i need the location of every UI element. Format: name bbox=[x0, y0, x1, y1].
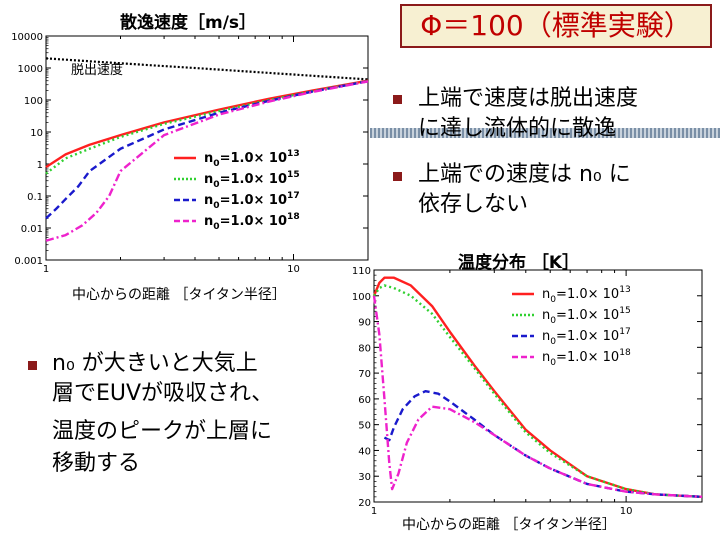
legend-label: n0=1.0× 1017 bbox=[204, 191, 300, 211]
y-tick-label: 40 bbox=[358, 446, 371, 457]
legend-label: n0=1.0× 1017 bbox=[542, 327, 631, 347]
plot-frame bbox=[373, 269, 703, 503]
y-tick-label: 100 bbox=[24, 96, 43, 107]
chart-1-title: 散逸速度［m/s］ bbox=[120, 13, 257, 33]
y-tick-label: 110 bbox=[352, 266, 371, 277]
series-line bbox=[372, 276, 703, 499]
bullet-marker bbox=[393, 172, 402, 181]
series-line bbox=[45, 80, 369, 242]
y-tick-label: 10 bbox=[30, 128, 43, 139]
series-line bbox=[45, 80, 369, 220]
series-line bbox=[383, 389, 703, 499]
series-line bbox=[372, 295, 703, 499]
escape-velocity-chart: 1 100.0010.010.1110100100010000脱出速度n0=1.0… bbox=[11, 32, 369, 275]
y-tick-label: 1000 bbox=[18, 64, 43, 75]
legend-label: n0=1.0× 1015 bbox=[542, 306, 631, 326]
bullet-2-line-1: 上端での速度は n₀ に bbox=[418, 162, 631, 187]
y-tick-label: 70 bbox=[358, 369, 371, 380]
divider-bar bbox=[370, 128, 720, 138]
x-tick-label: 1 bbox=[43, 264, 49, 275]
chart-2-title: 温度分布 ［K］ bbox=[458, 253, 580, 273]
y-tick-label: 90 bbox=[358, 318, 371, 329]
bullet-2-line-2: 依存しない bbox=[418, 192, 529, 217]
legend-label: n0=1.0× 1013 bbox=[204, 149, 300, 169]
y-tick-label: 20 bbox=[358, 498, 371, 509]
series-line bbox=[45, 79, 369, 169]
legend-label: n0=1.0× 1013 bbox=[542, 285, 631, 305]
bullet-3-line-4: 移動する bbox=[52, 451, 141, 476]
legend-label: n0=1.0× 1018 bbox=[542, 348, 631, 368]
y-tick-label: 80 bbox=[358, 343, 371, 354]
escape-velocity-annotation: 脱出速度 bbox=[71, 62, 123, 78]
y-tick-label: 1 bbox=[37, 160, 43, 171]
legend-label: n0=1.0× 1015 bbox=[204, 170, 300, 190]
chart-2-xlabel: 中心からの距離 ［タイタン半径］ bbox=[402, 517, 616, 533]
y-tick-label: 0.1 bbox=[27, 192, 43, 203]
x-tick-label: 10 bbox=[620, 506, 633, 517]
y-tick-label: 0.001 bbox=[14, 256, 43, 267]
escape-velocity-line bbox=[45, 57, 369, 81]
bullet-3-line-3: 温度のピークが上層に bbox=[52, 419, 273, 444]
x-tick-label: 10 bbox=[287, 264, 300, 275]
y-tick-label: 30 bbox=[358, 472, 371, 483]
bullet-marker bbox=[393, 95, 402, 104]
bullet-1-line-1: 上端で速度は脱出速度 bbox=[418, 86, 639, 111]
bullet-1-line-2: に達し流体的に散逸 bbox=[418, 116, 617, 141]
y-tick-label: 100 bbox=[352, 292, 371, 303]
chart-1-xlabel: 中心からの距離 ［タイタン半径］ bbox=[72, 287, 286, 303]
y-tick-label: 60 bbox=[358, 395, 371, 406]
y-tick-label: 0.01 bbox=[21, 224, 43, 235]
legend-label: n0=1.0× 1018 bbox=[204, 212, 300, 232]
bullet-3-line-2: 層でEUVが吸収され、 bbox=[52, 381, 274, 406]
plot-frame bbox=[45, 35, 369, 261]
slide-title: Φ＝100（標準実験） bbox=[400, 4, 712, 48]
series-line bbox=[373, 284, 703, 499]
y-tick-label: 50 bbox=[358, 421, 371, 432]
bullet-marker bbox=[28, 361, 37, 370]
x-tick-label: 1 bbox=[371, 506, 377, 517]
y-tick-label: 10000 bbox=[11, 32, 43, 43]
bullet-3-line-1: n₀ が大きいと大気上 bbox=[52, 351, 258, 376]
